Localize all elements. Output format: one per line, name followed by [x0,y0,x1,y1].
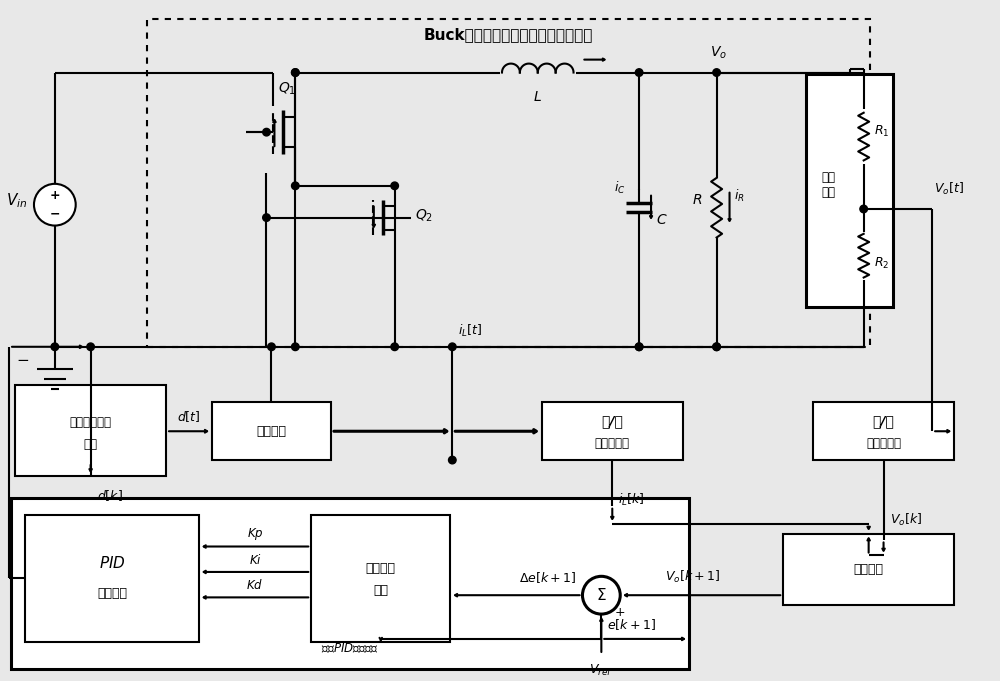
Circle shape [268,343,275,351]
Text: 单元: 单元 [84,438,98,451]
Text: $Kd$: $Kd$ [246,578,264,592]
Circle shape [87,343,94,351]
FancyBboxPatch shape [542,402,683,460]
Text: 数字脉宽调制: 数字脉宽调制 [70,416,112,429]
Text: Buck型开关变换器功率级主拓扑结构: Buck型开关变换器功率级主拓扑结构 [424,27,593,42]
Text: $\Delta e[k+1]$: $\Delta e[k+1]$ [519,570,577,585]
Text: $V_o[t]$: $V_o[t]$ [934,181,964,197]
Text: 转换单元２: 转换单元２ [595,437,630,449]
Circle shape [713,69,720,76]
Text: +: + [50,189,60,202]
Circle shape [635,343,643,351]
FancyBboxPatch shape [806,74,893,307]
Text: 单元: 单元 [373,584,388,597]
Text: 控制单元: 控制单元 [97,587,127,600]
Circle shape [391,343,398,351]
Text: $V_o[k+1]$: $V_o[k+1]$ [665,569,720,585]
Text: $-$: $-$ [16,351,30,366]
Circle shape [292,69,299,76]
Circle shape [263,214,270,221]
Text: $L$: $L$ [533,91,542,104]
Text: −: − [50,207,60,220]
Text: $Q_1$: $Q_1$ [278,81,297,97]
Text: 转换单元１: 转换单元１ [866,437,901,449]
FancyBboxPatch shape [783,534,954,605]
Text: 模糊$PID$控制单元: 模糊$PID$控制单元 [321,642,379,656]
Circle shape [582,576,620,614]
Text: $Ki$: $Ki$ [249,553,262,567]
Text: 预测单元: 预测单元 [854,563,884,576]
FancyBboxPatch shape [11,498,689,669]
Text: $i_R$: $i_R$ [734,188,744,204]
FancyBboxPatch shape [311,515,450,642]
FancyBboxPatch shape [25,515,199,642]
Text: $i_L[t]$: $i_L[t]$ [458,323,483,339]
FancyBboxPatch shape [212,402,331,460]
Text: $PID$: $PID$ [99,556,125,571]
Circle shape [292,343,299,351]
Text: Ａ/Ｄ: Ａ/Ｄ [601,414,623,428]
Circle shape [34,184,76,225]
Text: $R$: $R$ [692,193,703,207]
FancyBboxPatch shape [15,385,166,476]
Circle shape [860,205,867,212]
Circle shape [713,343,720,351]
Text: Ａ/Ｄ: Ａ/Ｄ [873,414,894,428]
Circle shape [292,69,299,76]
Text: $C$: $C$ [656,212,668,227]
Circle shape [51,343,59,351]
Text: $i_L[k]$: $i_L[k]$ [618,492,645,508]
Circle shape [391,182,398,189]
Text: $i_C$: $i_C$ [614,180,625,196]
Text: 模糊控制: 模糊控制 [366,562,396,575]
Circle shape [713,343,720,351]
Text: $V_{ref}$: $V_{ref}$ [589,663,613,678]
Text: $Q_2$: $Q_2$ [415,208,433,224]
Text: $e[k+1]$: $e[k+1]$ [607,618,656,633]
Circle shape [635,69,643,76]
Text: $R_2$: $R_2$ [874,256,889,271]
Text: $+$: $+$ [614,605,625,618]
Circle shape [449,456,456,464]
Text: $\Sigma$: $\Sigma$ [596,587,607,603]
Text: 分压
单元: 分压 单元 [821,172,835,200]
Text: $V_o$: $V_o$ [710,44,727,61]
Text: $d[k]$: $d[k]$ [97,488,122,503]
Text: $Kp$: $Kp$ [247,526,263,541]
Circle shape [263,129,270,136]
Text: $R_1$: $R_1$ [874,124,889,139]
Text: $V_{in}$: $V_{in}$ [6,191,28,210]
Text: $V_o[k]$: $V_o[k]$ [890,511,922,528]
Circle shape [292,182,299,189]
Circle shape [635,343,643,351]
Text: 驱动单元: 驱动单元 [256,425,286,438]
Circle shape [449,343,456,351]
FancyBboxPatch shape [813,402,954,460]
Text: $d[t]$: $d[t]$ [177,409,201,424]
